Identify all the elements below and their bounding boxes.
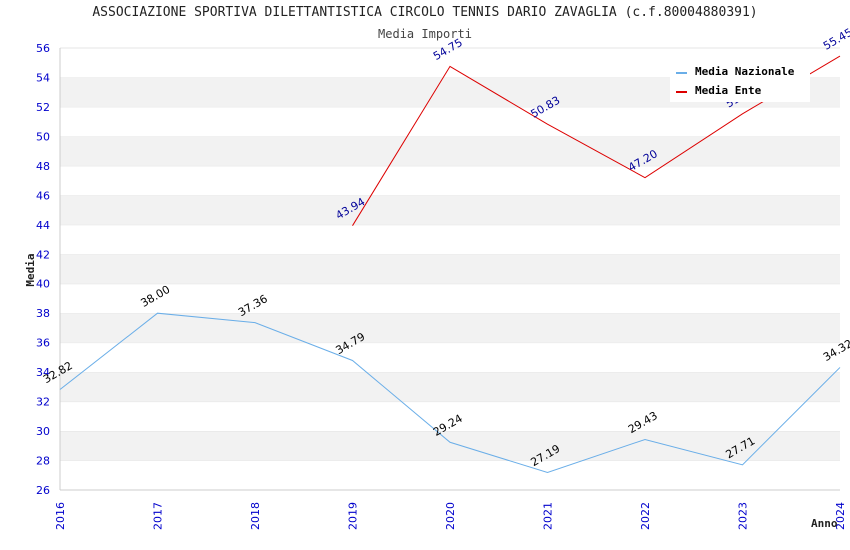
y-axis-label: Media [24,253,37,286]
y-tick-label: 52 [36,101,50,114]
x-tick-label: 2017 [152,502,165,530]
x-axis-label: Anno [811,517,838,530]
grid-band [60,401,840,432]
x-tick-label: 2019 [347,502,360,530]
y-tick-label: 40 [36,278,50,291]
chart-title: ASSOCIAZIONE SPORTIVA DILETTANTISTICA CI… [92,5,758,20]
chart-subtitle: Media Importi [378,27,472,41]
grid-band [60,283,840,314]
legend-label-media-nazionale: Media Nazionale [695,65,795,78]
legend: Media Nazionale Media Ente [670,60,810,102]
x-tick-label: 2024 [834,502,847,530]
grid-band [60,165,840,196]
grid-bands [60,47,840,490]
x-tick-label: 2018 [249,502,262,530]
grid-band [60,106,840,137]
x-tick-label: 2020 [444,502,457,530]
series-line-media-ente [352,55,841,226]
y-tick-label: 34 [36,366,50,379]
x-tick-label: 2016 [54,502,67,530]
grid-band [60,342,840,373]
y-tick-label: 38 [36,307,50,320]
x-axis-ticks: 2016 2017 2018 2019 2020 2021 2022 2023 2024 [54,502,847,530]
legend-label-media-ente: Media Ente [695,84,762,97]
grid-band [60,313,840,343]
grid-band [60,224,840,255]
grid-band [60,195,840,225]
x-tick-label: 2023 [737,502,750,530]
y-axis-ticks: 26 28 30 32 34 36 38 40 42 44 46 48 50 52 54 56 [36,42,50,497]
y-tick-label: 54 [36,71,50,84]
y-tick-label: 28 [36,455,50,468]
y-tick-label: 48 [36,160,50,173]
grid-band [60,136,840,166]
grid-band [60,254,840,284]
y-tick-label: 36 [36,337,50,350]
y-tick-label: 44 [36,219,50,232]
y-tick-label: 56 [36,42,50,55]
series-line-media-nazionale [59,312,841,473]
x-tick-label: 2021 [542,502,555,530]
x-tick-label: 2022 [639,502,652,530]
grid-band [60,372,840,402]
y-tick-label: 26 [36,484,50,497]
y-tick-label: 50 [36,130,50,143]
legend-box [670,60,810,102]
grid-band [60,431,840,461]
y-tick-label: 30 [36,425,50,438]
grid-band [60,460,840,490]
y-tick-label: 46 [36,189,50,202]
y-tick-label: 32 [36,396,50,409]
series-layer [59,55,841,473]
y-tick-label: 42 [36,248,50,261]
